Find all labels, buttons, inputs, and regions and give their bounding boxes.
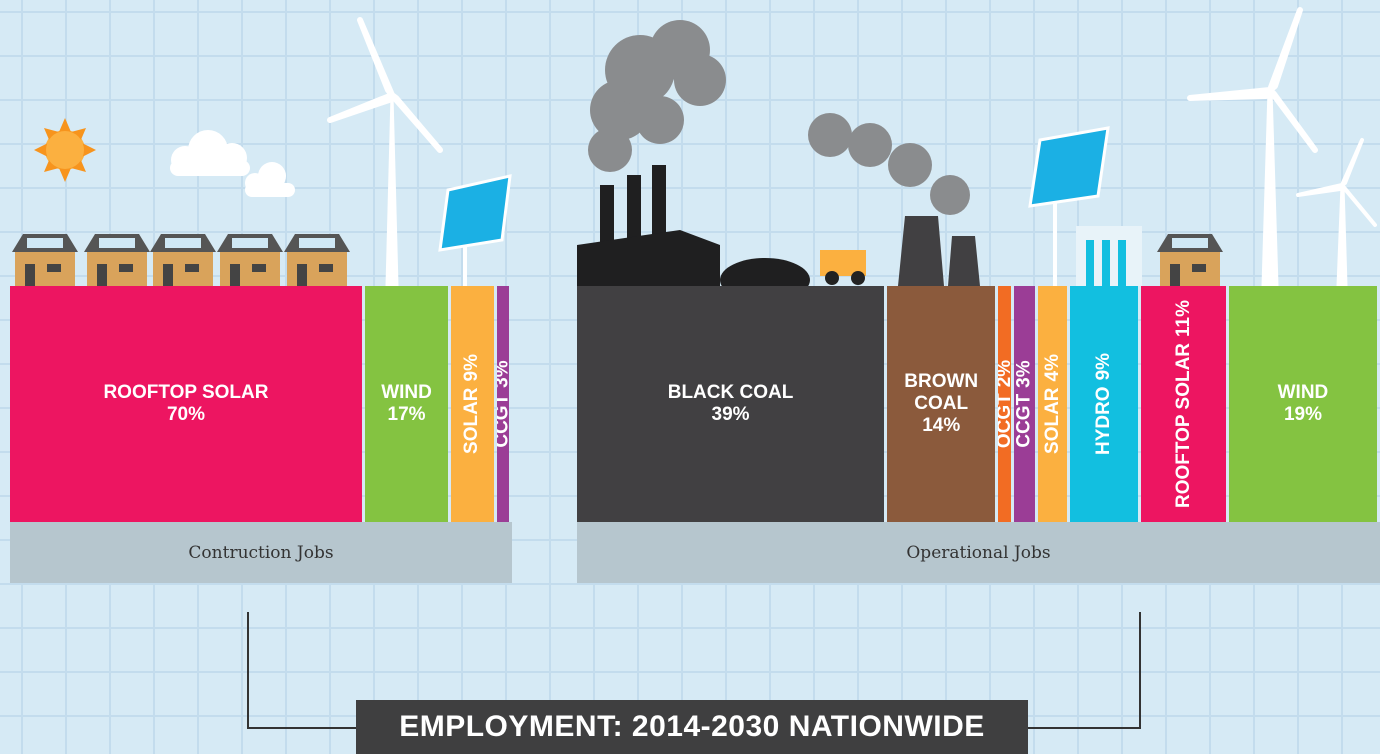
value-label: 14%: [922, 415, 961, 436]
bar-segment: CCGT 3%: [496, 286, 509, 522]
value-label: 39%: [711, 404, 750, 425]
bar-segment: BLACK COAL 39%: [577, 286, 885, 522]
value-label: 3%: [1014, 360, 1035, 388]
category-label: ROOFTOP SOLAR: [1172, 342, 1194, 509]
segment-label: SOLAR 9%: [461, 354, 483, 454]
category-label: CCGT: [496, 393, 509, 448]
segment-label: ROOFTOP SOLAR 11%: [1173, 300, 1195, 508]
category-label: HYDRO: [1093, 386, 1115, 456]
category-label: BROWN COAL: [904, 371, 979, 414]
bar-segment: WIND 19%: [1228, 286, 1377, 522]
segment-label: CCGT 3%: [497, 360, 509, 447]
value-label: 70%: [166, 404, 205, 425]
segment-label: ROOFTOP SOLAR 70%: [103, 382, 268, 426]
segment-label: CCGT 3%: [1014, 360, 1035, 447]
segment-label: BLACK COAL 39%: [668, 382, 794, 426]
bar-segment: HYDRO 9%: [1069, 286, 1139, 522]
category-label: SOLAR: [461, 387, 483, 454]
bar-segment: ROOFTOP SOLAR 11%: [1141, 286, 1226, 522]
value-label: 4%: [1041, 354, 1063, 382]
segment-label: HYDRO 9%: [1093, 353, 1115, 455]
category-label: CCGT: [1014, 393, 1035, 448]
value-label: 2%: [998, 359, 1012, 388]
stacked-bar: BLACK COAL 39% BROWN COAL 14% OCGT 2% CCGT 3% SO…: [577, 286, 1380, 522]
value-label: 9%: [461, 354, 483, 382]
category-label: WIND: [1277, 382, 1329, 403]
bar-segment: OCGT 2%: [998, 286, 1012, 522]
category-label: OCGT: [998, 393, 1012, 449]
segment-label: BROWN COAL 14%: [887, 371, 995, 437]
category-label: WIND: [381, 382, 432, 403]
bar-footer: Contruction Jobs: [10, 522, 512, 583]
segment-label: WIND 17%: [381, 382, 432, 426]
category-label: SOLAR: [1041, 387, 1063, 454]
stacked-bar: ROOFTOP SOLAR 70% WIND 17% SOLAR 9% CCGT 3%: [10, 286, 512, 522]
bar-segment: WIND 17%: [364, 286, 449, 522]
bar-segment: ROOFTOP SOLAR 70%: [10, 286, 362, 522]
value-label: 3%: [496, 360, 509, 388]
value-label: 11%: [1172, 299, 1194, 337]
value-label: 9%: [1093, 352, 1115, 381]
value-label: 19%: [1283, 404, 1322, 425]
bar-segment: SOLAR 4%: [1038, 286, 1067, 522]
category-label: BLACK COAL: [667, 382, 794, 403]
bar-segment: SOLAR 9%: [451, 286, 494, 522]
bar-segment: BROWN COAL 14%: [887, 286, 996, 522]
segment-label: OCGT 2%: [998, 360, 1011, 448]
title: EMPLOYMENT: 2014-2030 NATIONWIDE: [356, 700, 1028, 754]
value-label: 17%: [387, 404, 426, 425]
segment-label: SOLAR 4%: [1042, 354, 1064, 454]
segment-label: WIND 19%: [1278, 382, 1329, 426]
category-label: ROOFTOP SOLAR: [103, 382, 269, 403]
bar-segment: CCGT 3%: [1014, 286, 1036, 522]
bar-footer: Operational Jobs: [577, 522, 1380, 583]
